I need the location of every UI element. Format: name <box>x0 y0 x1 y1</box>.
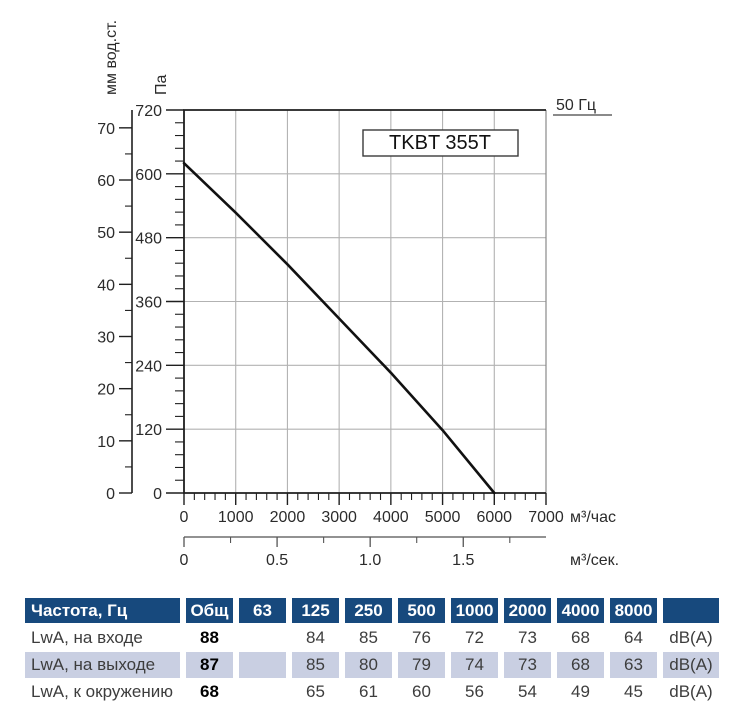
header-freq-band: 4000 <box>557 598 604 623</box>
pa-tick-label: 720 <box>135 103 162 120</box>
mm-tick-label: 10 <box>97 434 115 451</box>
row-label: LwA, на выходе <box>25 652 180 678</box>
row-value: 68 <box>557 652 604 678</box>
row-value: 56 <box>465 682 484 701</box>
row-label: LwA, на входе <box>31 628 143 647</box>
flow-tick-label: 0 <box>180 509 189 526</box>
row-value <box>239 625 286 651</box>
row-value: 79 <box>398 652 445 678</box>
header-freq-band: 63 <box>239 598 286 623</box>
header-freq-band <box>663 598 719 623</box>
sec-tick-label: 1.5 <box>452 552 474 569</box>
row-value: 61 <box>359 682 378 701</box>
flow-tick-label: 5000 <box>425 509 461 526</box>
row-value: 45 <box>624 682 643 701</box>
flow-tick-label: 2000 <box>270 509 306 526</box>
header-freq-band: 250 <box>345 598 392 623</box>
row-value: 72 <box>465 628 484 647</box>
flow-tick-label: 4000 <box>373 509 409 526</box>
row-value <box>239 679 286 705</box>
row-unit: dB(A) <box>663 652 719 678</box>
pa-tick-label: 240 <box>135 358 162 375</box>
table-row: LwA, на входе 88 84 85 76 72 73 68 64 dB(A) <box>25 625 719 651</box>
row-value: 65 <box>306 682 325 701</box>
fan-curve-chart: 0 120 240 360 480 600 720 Па 0 10 20 30 40 50 60 70 мм в… <box>97 20 619 569</box>
pa-axis-title: Па <box>153 75 170 96</box>
row-total-value: 88 <box>200 628 219 647</box>
row-value <box>239 652 286 678</box>
sec-tick-label: 0 <box>180 552 189 569</box>
pa-tick-label: 360 <box>135 295 162 312</box>
table-row: LwA, к окружению 68 65 61 60 56 54 49 45 dB(A) <box>25 679 719 705</box>
header-frequency: Частота, Гц <box>25 598 180 623</box>
row-value: 49 <box>571 682 590 701</box>
mm-tick-label: 50 <box>97 225 115 242</box>
fan-curve <box>182 161 496 495</box>
row-total-value: 68 <box>200 682 219 701</box>
flow-unit-label: м³/час <box>570 509 616 526</box>
sec-unit-label: м³/сек. <box>570 552 619 569</box>
row-value: 60 <box>412 682 431 701</box>
mm-tick-label: 70 <box>97 121 115 138</box>
row-value: 64 <box>624 628 643 647</box>
pa-tick-label: 0 <box>153 486 162 503</box>
row-value: 73 <box>518 628 537 647</box>
header-freq-band: 125 <box>292 598 339 623</box>
header-freq-band: 8000 <box>610 598 657 623</box>
flow-tick-label: 3000 <box>321 509 357 526</box>
row-value: 63 <box>610 652 657 678</box>
row-unit: dB(A) <box>669 682 713 701</box>
flow-tick-label: 6000 <box>476 509 512 526</box>
table-row: LwA, на выходе 87 85 80 79 74 73 68 63 dB(A) <box>25 652 719 678</box>
pa-tick-label: 120 <box>135 422 162 439</box>
row-total-value: 87 <box>186 652 233 678</box>
row-value: 85 <box>292 652 339 678</box>
mm-tick-label: 0 <box>106 486 115 503</box>
header-freq-band: Общ <box>186 598 233 623</box>
row-value: 73 <box>504 652 551 678</box>
sec-tick-label: 0.5 <box>266 552 288 569</box>
flow-tick-label: 7000 <box>528 509 564 526</box>
row-label: LwA, к окружению <box>31 682 173 701</box>
row-unit: dB(A) <box>669 628 713 647</box>
row-value: 68 <box>571 628 590 647</box>
row-value: 85 <box>359 628 378 647</box>
model-label: TKBT 355T <box>389 132 491 154</box>
row-value: 74 <box>451 652 498 678</box>
flow-tick-label: 1000 <box>218 509 254 526</box>
mm-tick-label: 60 <box>97 173 115 190</box>
pa-tick-label: 600 <box>135 167 162 184</box>
mm-axis-title: мм вод.ст. <box>103 20 120 95</box>
mm-tick-label: 40 <box>97 277 115 294</box>
row-value: 84 <box>306 628 325 647</box>
noise-table: Частота, Гц Общ 63 125 250 500 1000 2000 4000 800… <box>25 598 719 706</box>
row-value: 54 <box>518 682 537 701</box>
header-freq-band: 1000 <box>451 598 498 623</box>
row-value: 80 <box>345 652 392 678</box>
header-freq-band: 2000 <box>504 598 551 623</box>
pa-tick-label: 480 <box>135 231 162 248</box>
row-value: 76 <box>412 628 431 647</box>
header-freq-band: 500 <box>398 598 445 623</box>
mm-tick-label: 30 <box>97 330 115 347</box>
model-label-box <box>362 129 519 157</box>
mm-tick-label: 20 <box>97 382 115 399</box>
frequency-label: 50 Гц <box>556 97 596 114</box>
table-header-row: Частота, Гц Общ 63 125 250 500 1000 2000 4000 800… <box>25 598 719 623</box>
sec-tick-label: 1.0 <box>359 552 381 569</box>
